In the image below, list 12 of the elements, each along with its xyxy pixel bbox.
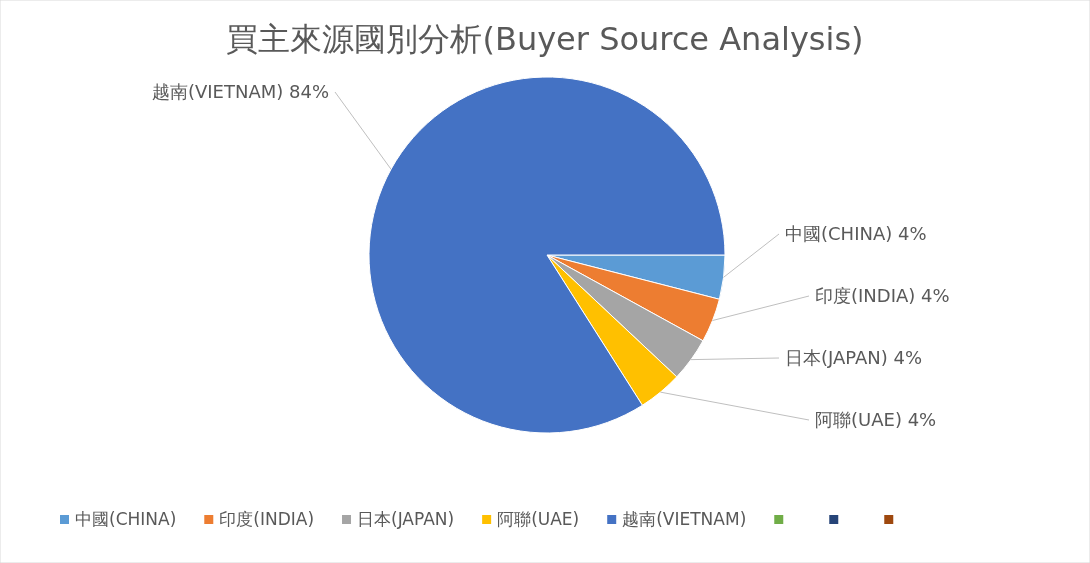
legend-label: 阿聯(UAE)	[497, 509, 580, 529]
legend-label: 越南(VIETNAM)	[622, 509, 747, 529]
legend-label: 日本(JAPAN)	[357, 509, 455, 529]
legend-label: 中國(CHINA)	[75, 509, 177, 529]
category-label: 印度(INDIA) 4%	[815, 285, 950, 306]
legend-label: 印度(INDIA)	[219, 509, 315, 529]
category-label: 中國(CHINA) 4%	[785, 223, 927, 244]
category-label: 日本(JAPAN) 4%	[785, 347, 923, 368]
pie-slice	[368, 76, 726, 434]
chart-title: 買主來源國別分析(Buyer Source Analysis)	[226, 20, 864, 58]
category-label: 越南(VIETNAM) 84%	[151, 81, 329, 102]
category-label: 阿聯(UAE) 4%	[815, 409, 937, 430]
